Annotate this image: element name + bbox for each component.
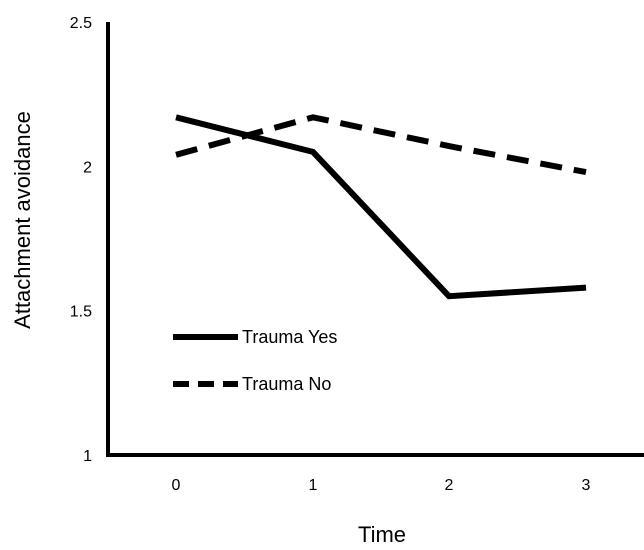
x-axis-label: Time (358, 522, 406, 547)
y-tick-label: 1 (83, 448, 92, 465)
legend: Trauma Yes Trauma No (173, 327, 337, 394)
y-tick-label: 2 (83, 159, 92, 176)
series-line-solid (175, 114, 587, 300)
axes (106, 22, 644, 457)
legend-label: Trauma No (242, 374, 331, 394)
x-tick-label: 1 (309, 477, 318, 494)
y-tick-label: 2.5 (70, 15, 92, 32)
x-tick-label: 3 (582, 477, 591, 494)
series-line-dashed (175, 114, 587, 176)
y-tick-label: 1.5 (70, 304, 92, 321)
y-tick-labels: 1 1.5 2 2.5 (70, 15, 92, 465)
x-tick-label: 0 (172, 477, 181, 494)
x-tick-labels: 0 1 2 3 (172, 477, 591, 494)
legend-label: Trauma Yes (242, 327, 337, 347)
x-tick-label: 2 (445, 477, 454, 494)
y-axis-label: Attachment avoidance (10, 111, 35, 329)
series-lines (175, 114, 587, 300)
